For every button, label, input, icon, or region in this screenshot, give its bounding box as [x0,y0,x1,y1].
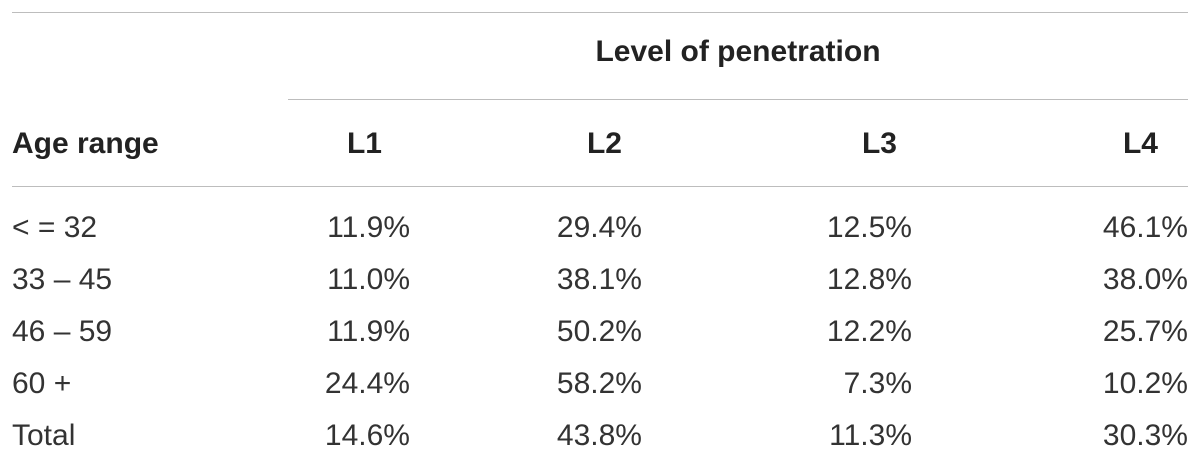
cell-l4: 25.7% [1102,315,1188,348]
group-header-rule [288,99,1188,100]
cell-l2: 43.8% [556,419,642,452]
row-label: 46 – 59 [12,315,113,348]
cell-l1: 11.9% [327,315,410,348]
row-label: Total [12,419,76,452]
cell-l2: 50.2% [556,315,642,348]
cell-l4: 46.1% [1102,211,1188,244]
cell-l1: 14.6% [324,419,410,452]
cell-l2: 29.4% [556,211,642,244]
group-header: Level of penetration [595,35,881,68]
column-header-l2: L2 [586,127,622,160]
table-row: < = 32 11.9% 29.4% 12.5% 46.1% [12,206,1188,250]
header-bottom-rule [12,186,1188,187]
row-label: 33 – 45 [12,263,113,296]
table-top-rule [12,12,1188,13]
table-row: 60 + 24.4% 58.2% 7.3% 10.2% [12,362,1188,406]
data-table: Level of penetration Age range L1 L2 L3 … [12,0,1188,469]
cell-l1: 11.9% [327,211,410,244]
cell-l1: 24.4% [324,367,410,400]
cell-l3: 12.2% [826,315,912,348]
column-header-l3: L3 [861,127,897,160]
cell-l3: 12.5% [826,211,912,244]
column-header-l4: L4 [1122,127,1158,160]
cell-l3: 12.8% [826,263,912,296]
table-row: Total 14.6% 43.8% 11.3% 30.3% [12,414,1188,458]
cell-l4: 10.2% [1102,367,1188,400]
table-row: 33 – 45 11.0% 38.1% 12.8% 38.0% [12,258,1188,302]
row-label: < = 32 [12,211,98,244]
row-label: 60 + [12,367,72,400]
cell-l4: 38.0% [1102,263,1188,296]
column-header-age-range: Age range [12,127,159,160]
cell-l1: 11.0% [327,263,410,296]
cell-l4: 30.3% [1102,419,1188,452]
cell-l3: 11.3% [829,419,912,452]
cell-l3: 7.3% [843,367,912,400]
table-row: 46 – 59 11.9% 50.2% 12.2% 25.7% [12,310,1188,354]
column-header-l1: L1 [346,127,382,160]
cell-l2: 58.2% [556,367,642,400]
cell-l2: 38.1% [556,263,642,296]
